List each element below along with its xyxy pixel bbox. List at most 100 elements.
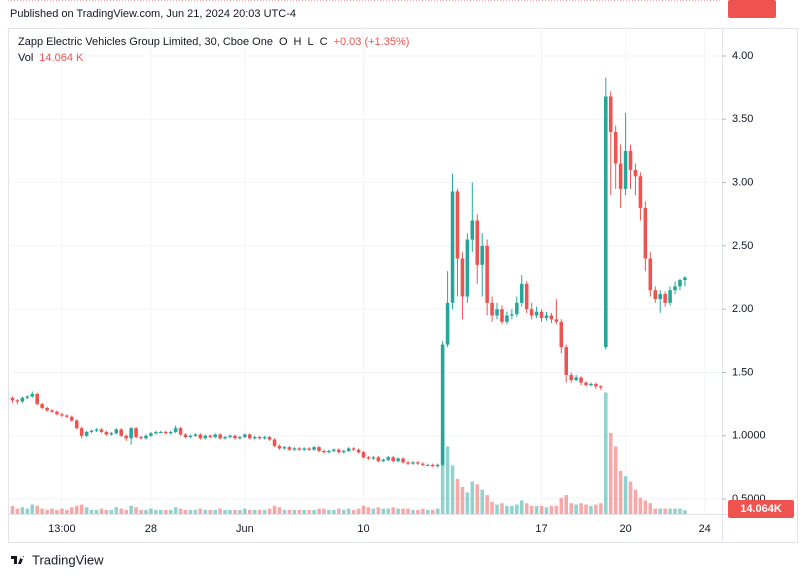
published-note: Published on TradingView.com, Jun 21, 20…	[10, 8, 296, 20]
candle-body	[144, 435, 148, 439]
candle-body	[658, 293, 662, 300]
candle-body	[490, 302, 494, 316]
y-tick-label: 1.50	[732, 366, 753, 378]
volume-bar	[604, 392, 608, 514]
candle-body	[70, 416, 74, 421]
candle-body	[119, 429, 124, 436]
candle-body	[341, 450, 346, 453]
candle-body	[475, 220, 480, 265]
volume-bar	[267, 508, 272, 514]
candle-body	[648, 258, 653, 291]
brand: TradingView	[32, 552, 104, 567]
volume-bar	[272, 505, 277, 514]
candle-body	[653, 290, 658, 300]
candle-body	[168, 431, 173, 434]
candle-body	[233, 435, 237, 439]
candle-body	[411, 462, 415, 464]
x-tick-label: 13:00	[48, 523, 76, 535]
candle-body	[332, 449, 336, 451]
volume-bar	[500, 503, 504, 514]
x-tick-label: 28	[145, 523, 157, 535]
volume-bar	[198, 508, 203, 514]
candle-body	[262, 437, 267, 439]
candle-body	[381, 459, 386, 462]
candle-body	[465, 239, 470, 297]
candle-body	[134, 428, 138, 438]
volume-bar	[386, 508, 391, 514]
volume-bar	[40, 508, 44, 514]
candle-body	[356, 449, 361, 453]
candle-body	[401, 458, 405, 463]
candle-body	[426, 464, 430, 466]
candle-body	[114, 429, 119, 434]
volume-bar	[307, 509, 311, 514]
volume-bar	[292, 509, 297, 514]
last-price-box	[728, 0, 776, 18]
volume-bar	[50, 508, 54, 514]
candle-body	[505, 315, 509, 322]
volume-bar	[628, 481, 633, 514]
volume-bar	[297, 509, 302, 514]
volume-bar	[89, 509, 94, 514]
volume-bar	[193, 509, 198, 514]
candle-body	[139, 437, 143, 439]
candle-body	[282, 447, 287, 449]
candle-body	[99, 429, 104, 432]
candles	[10, 77, 687, 468]
candle-body	[79, 428, 84, 436]
volume-bar	[554, 505, 559, 514]
candle-body	[322, 450, 326, 453]
volume-bar	[490, 501, 494, 514]
legend-volume-line: Vol 14.064 K	[18, 52, 84, 64]
legend-key: C	[320, 36, 328, 48]
candle-body	[213, 434, 217, 438]
volume-bar	[223, 509, 227, 514]
volume-bar	[188, 509, 193, 514]
candle-body	[154, 431, 158, 434]
x-tick-label: 10	[357, 523, 369, 535]
legend-key: L	[307, 36, 313, 48]
volume-axis-label: 14.064K	[740, 503, 782, 515]
volume-bar	[243, 508, 247, 514]
candle-body	[223, 437, 227, 439]
volume-bar	[119, 508, 124, 514]
volume-bar	[638, 497, 643, 514]
candle-body	[495, 309, 499, 316]
candle-body	[430, 464, 435, 467]
volume-bar	[208, 509, 213, 514]
volume-bar	[312, 509, 316, 514]
volume-bar	[228, 509, 232, 514]
x-tick-label: Jun	[236, 523, 254, 535]
volume-bar	[411, 509, 415, 514]
volume-bar	[426, 509, 430, 514]
volume-bar	[173, 507, 178, 514]
volume-bar	[20, 507, 25, 514]
volume-bar	[519, 500, 524, 514]
volume-bar	[134, 507, 138, 514]
candle-body	[208, 435, 213, 438]
legend-volume: 14.064 K	[39, 52, 84, 64]
volume-bar	[346, 508, 351, 514]
volume-bar	[465, 492, 470, 514]
y-tick-label: 3.50	[732, 113, 753, 125]
volume-bar	[594, 504, 598, 514]
chart-frame	[8, 28, 798, 543]
candle-body	[510, 314, 514, 316]
volume-bar	[25, 508, 30, 514]
candle-body	[421, 463, 425, 465]
candle-body	[292, 448, 297, 450]
volume-bar	[633, 489, 638, 514]
volume-bar	[287, 509, 292, 514]
candle-body	[678, 280, 682, 287]
volume-bar	[238, 509, 242, 514]
volume-bar	[65, 509, 69, 514]
candle-body	[599, 386, 603, 388]
volume-bar	[60, 508, 64, 514]
candle-body	[178, 428, 183, 435]
candle-body	[460, 258, 465, 297]
volume-bar	[416, 509, 420, 514]
volume-bar	[544, 507, 549, 514]
candle-body	[94, 429, 99, 431]
